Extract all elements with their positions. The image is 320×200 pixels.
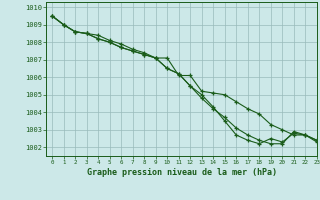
X-axis label: Graphe pression niveau de la mer (hPa): Graphe pression niveau de la mer (hPa)	[87, 168, 276, 177]
